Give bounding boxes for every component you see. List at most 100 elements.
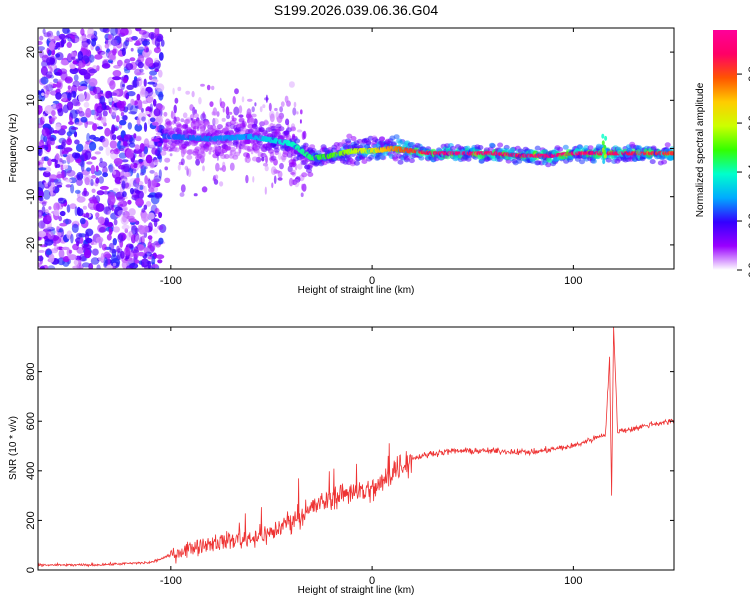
spectrogram-cell <box>297 163 303 170</box>
spectrogram-cell <box>79 36 87 42</box>
spectrogram-cell <box>71 56 76 60</box>
spectrogram-cell <box>175 127 182 133</box>
spectrogram-cell <box>52 100 60 104</box>
spectrogram-cell <box>87 202 94 209</box>
spectrogram-cell <box>153 47 161 54</box>
spectrogram-cell <box>39 35 44 41</box>
spectrogram-cell <box>112 76 122 81</box>
spectrogram-cell <box>94 94 99 99</box>
spectrogram-cell <box>112 134 117 141</box>
spectrogram-cell <box>192 150 199 156</box>
spectrogram-cell <box>321 160 328 166</box>
spectrogram-cell <box>138 190 144 200</box>
spectrogram-cell <box>70 183 75 194</box>
spectrogram-cell <box>158 69 163 78</box>
spectrogram-cell <box>601 133 605 139</box>
spectrogram-cell <box>290 126 297 132</box>
spectrogram-cell <box>83 174 92 183</box>
spectrogram-cell <box>140 235 145 245</box>
spectrogram-cell <box>82 205 87 210</box>
spectrogram-cell <box>76 174 80 180</box>
spectrogram-cell <box>73 74 79 82</box>
spectrogram-cell <box>149 180 157 189</box>
colorbar-tick-label: 0.8 <box>747 66 750 81</box>
spectrogram-cell <box>195 158 201 166</box>
snr-plot-area <box>38 327 674 568</box>
spectrogram-cell <box>67 37 72 42</box>
spectrogram-cell <box>116 36 121 44</box>
spectrogram-cell <box>250 150 254 155</box>
spectrogram-cell <box>139 68 144 73</box>
spectrogram-cell <box>75 143 84 152</box>
spectrogram-cell <box>145 201 152 207</box>
spectrogram-cell <box>158 155 163 163</box>
spectrogram-cell <box>106 265 113 269</box>
spectrogram-cell <box>154 207 160 215</box>
spectrogram-cell <box>240 144 247 150</box>
spectrogram-cell <box>151 159 160 163</box>
spectrogram-cell <box>155 132 162 136</box>
spectrogram-cell <box>158 91 164 101</box>
spectrogram-cell <box>67 94 71 99</box>
spectrogram-cell <box>159 224 167 233</box>
spectrogram-cell <box>604 135 608 141</box>
spectrogram-cell <box>664 142 671 148</box>
spectrogram-cell <box>226 114 231 120</box>
spectrogram-cell <box>148 187 155 193</box>
spectrogram-cell <box>90 178 94 187</box>
spectrogram-cell <box>94 110 98 121</box>
spectrogram-cell <box>158 237 164 245</box>
spectrogram-cell <box>90 242 98 245</box>
spectrogram-cell <box>76 240 80 247</box>
spectrogram-cell <box>57 232 62 237</box>
spectrogram-cell <box>148 32 156 39</box>
spectrogram-cell <box>139 90 149 98</box>
spectrogram-cell <box>48 253 55 263</box>
spectrogram-cell <box>489 142 495 148</box>
spectrogram-cell <box>72 80 81 88</box>
spectrogram-cell <box>140 107 144 113</box>
spectrogram-cell <box>155 83 165 92</box>
spectrogram-cell <box>103 257 108 267</box>
spectrogram-cell <box>222 107 225 113</box>
spectrogram-cell <box>76 178 83 187</box>
spectrogram-cell <box>397 159 404 165</box>
spectrogram-cell <box>147 212 155 220</box>
spectrogram-cell <box>55 123 61 131</box>
spectrogram-cell <box>55 53 61 58</box>
spectrogram-cell <box>251 106 255 113</box>
spectrogram-cell <box>295 176 301 183</box>
spectrogram-cell <box>187 168 192 178</box>
spectrogram-cell <box>234 88 239 95</box>
spectrogram-cell <box>131 36 138 41</box>
spectrogram-cell <box>309 144 316 150</box>
spectrogram-cell <box>126 265 134 269</box>
spectrogram-cell <box>122 211 126 216</box>
spectrogram-cell <box>216 111 220 117</box>
spectrogram-cell <box>123 77 128 84</box>
spectrogram-cell <box>280 101 285 107</box>
spectrogram-cell <box>285 118 290 126</box>
spectrogram-cell <box>212 177 216 182</box>
spectrogram-cell <box>194 109 197 114</box>
spectrogram-cell <box>81 243 89 249</box>
spectrogram-cell <box>108 227 113 235</box>
spectrogram-cell <box>185 90 191 95</box>
spectrogram-cell <box>238 117 245 123</box>
spectrogram-cell <box>384 138 391 144</box>
spectrogram-cell <box>122 215 127 223</box>
spectrogram-cell <box>39 196 44 202</box>
snr-x-tick-label: 100 <box>564 575 582 587</box>
spectrogram-cell <box>147 235 153 240</box>
spectrogram-cell <box>397 140 404 146</box>
spectrogram-cell <box>151 138 160 142</box>
spectrogram-cell <box>86 38 91 45</box>
spectrogram-cell <box>53 78 59 84</box>
spectrogram-cell <box>99 95 106 105</box>
spectrogram-cell <box>166 120 173 126</box>
spectrogram-cell <box>268 148 274 154</box>
spectrogram-cell <box>96 67 100 72</box>
spectrogram-cell <box>99 185 109 190</box>
spectrogram-cell <box>128 218 137 223</box>
spectrogram-cell <box>126 84 134 90</box>
